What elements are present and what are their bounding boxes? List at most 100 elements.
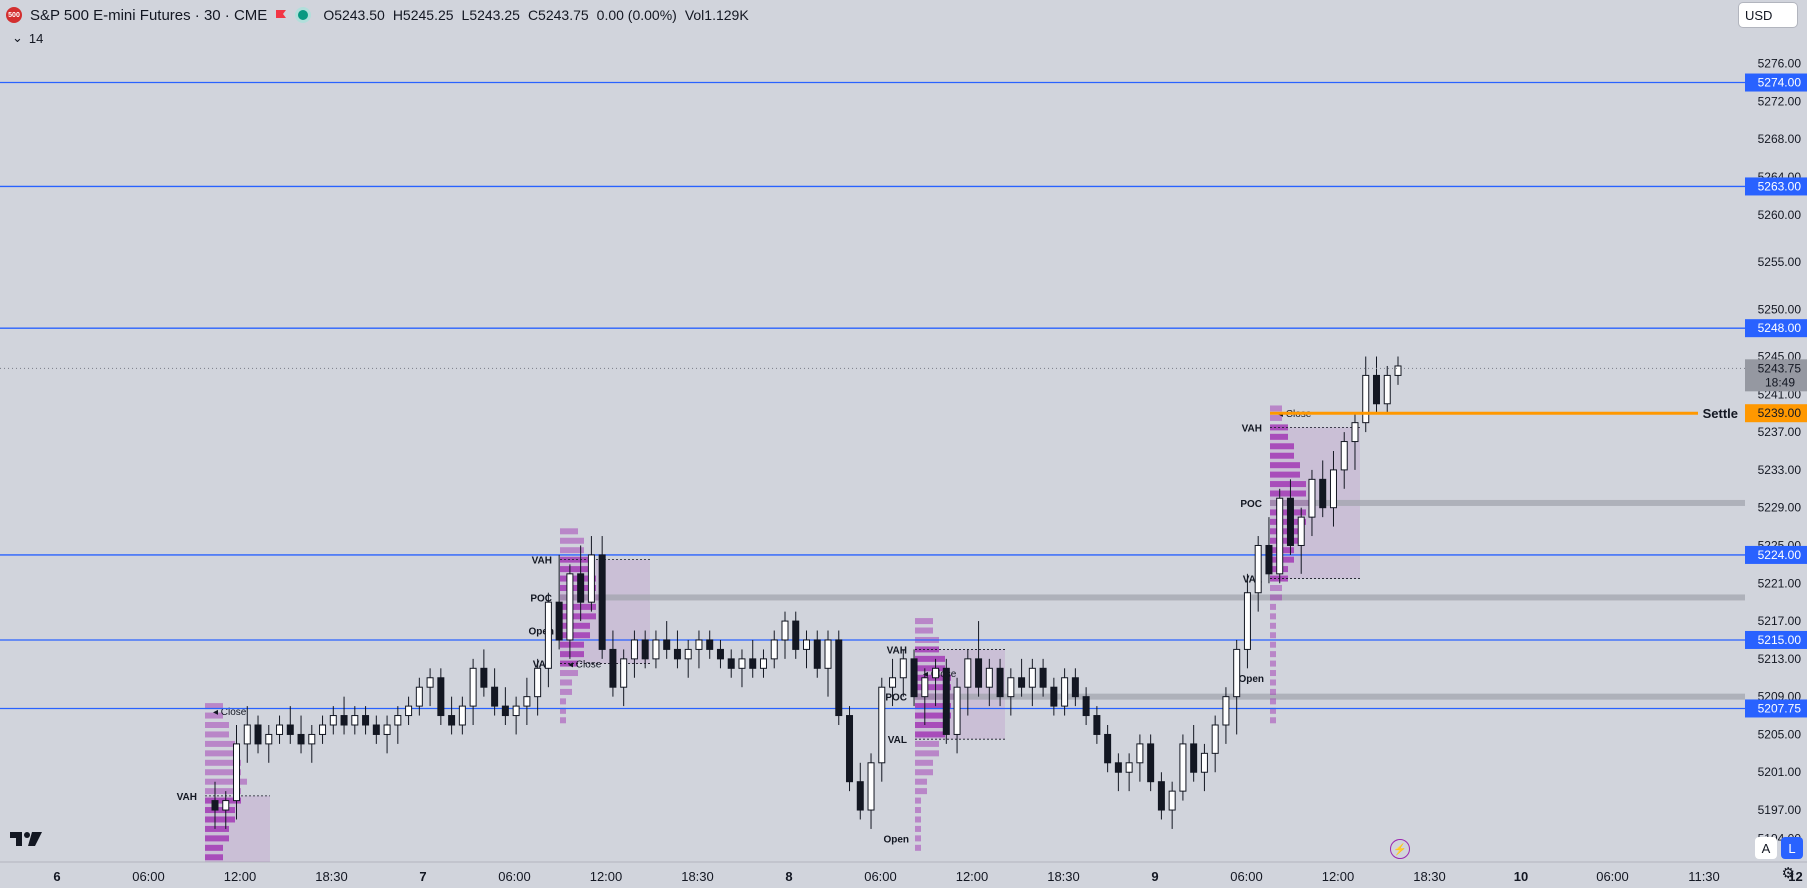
profile-bar [560,622,590,629]
candle-body [523,696,531,707]
y-tick-label: 5233.00 [1758,463,1802,477]
settings-icon[interactable]: ⚙ [1781,865,1795,882]
profile-bar [915,778,927,785]
candle-body [587,554,595,603]
x-tick-label: 06:00 [132,869,165,884]
profile-bar [1270,452,1294,459]
candle-body [211,800,219,811]
lightning-icon[interactable]: ⚡ [1390,839,1410,859]
profile-bar [915,750,939,757]
profile-bar [1270,688,1276,695]
profile-bar [1270,433,1288,440]
candle-body [426,677,434,688]
candle-body [996,667,1004,698]
candle-body [770,639,778,660]
tradingview-logo-icon[interactable] [10,830,44,850]
candle-body [738,658,746,669]
profile-bar [915,740,939,747]
candle-body [351,715,359,726]
candle-body [846,715,854,783]
y-tick-label: 5197.00 [1758,803,1802,817]
candle-body [1362,374,1370,424]
candle-body [1319,478,1327,509]
y-tick-label: 5217.00 [1758,614,1802,628]
last-price-tag [1745,359,1807,392]
open-label: Open [528,627,554,638]
profile-bar [1270,603,1276,610]
candle-body [695,639,703,650]
candle-body [415,686,423,707]
candle-body [1222,696,1230,726]
x-tick-label: 12:00 [956,869,989,884]
candle-body [297,733,305,745]
candle-body [319,724,327,735]
candle-body [469,667,477,707]
profile-bar [915,627,933,634]
profile-bar [1270,670,1276,677]
symbol-logo-icon: 500 [6,7,22,23]
candle-body [813,639,821,669]
chevron-down-icon[interactable]: ⌄ [12,30,23,45]
flag-icon[interactable] [275,9,287,21]
candle-body [1211,724,1219,754]
currency-select[interactable]: USD [1739,3,1797,27]
candle-body [329,715,337,726]
candle-body [1147,743,1155,783]
candle-body [1329,469,1337,509]
profile-bar [205,722,229,728]
profile-bar [915,759,933,766]
indicator-row[interactable]: ⌄ 14 [12,30,43,46]
candle-body [1061,677,1069,707]
candle-body [1394,365,1402,376]
candle-body [1308,478,1316,518]
candle-body [480,667,488,688]
close-label: ◂ Close [923,669,957,680]
profile-bar [205,712,223,719]
candle-body [1351,422,1359,443]
profile-bar [1270,585,1282,591]
profile-bar [1270,594,1282,601]
open-label: Open [883,834,909,845]
symbol-title[interactable]: S&P 500 E-mini Futures · 30 · CME [30,6,268,24]
x-tick-label: 12:00 [224,869,257,884]
profile-bar [560,556,590,563]
val-label: VAL [888,735,907,746]
profile-bar [205,807,235,814]
val-label: VAL [533,660,552,671]
profile-bar [1270,698,1276,705]
x-tick-label: 9 [1151,869,1158,884]
profile-bar [560,603,596,610]
candle-body [394,715,402,726]
candle-body [1265,544,1273,575]
level-tag-label: 5274.00 [1758,76,1802,90]
settle-tag-label: 5239.00 [1758,406,1802,420]
candle-body [867,762,875,811]
candle-body [684,648,692,660]
candle-body [1297,516,1305,546]
profile-bar [1270,632,1276,639]
y-tick-label: 5201.00 [1758,765,1802,779]
candle-body [759,658,767,669]
level-tag [1745,545,1807,564]
profile-bar [205,703,223,710]
candle-body [921,677,929,698]
profile-bar [915,835,921,842]
log-scale-button[interactable]: L [1781,837,1803,859]
profile-bar [915,844,921,851]
candle-body [1136,743,1144,764]
candle-body [1168,790,1176,811]
auto-scale-button[interactable]: A [1755,837,1777,859]
candle-body [1018,677,1026,688]
y-tick-label: 5229.00 [1758,501,1802,515]
val-label: VAL [1243,575,1262,586]
profile-bar [560,688,572,695]
x-tick-label: 12:00 [590,869,623,884]
profile-bar [205,769,241,776]
candle-body [1114,762,1122,773]
poc-band [915,693,1745,700]
profile-bar [205,825,229,832]
candle-body [362,715,370,726]
x-tick-label: 12:00 [1322,869,1355,884]
profile-bar [560,670,578,677]
